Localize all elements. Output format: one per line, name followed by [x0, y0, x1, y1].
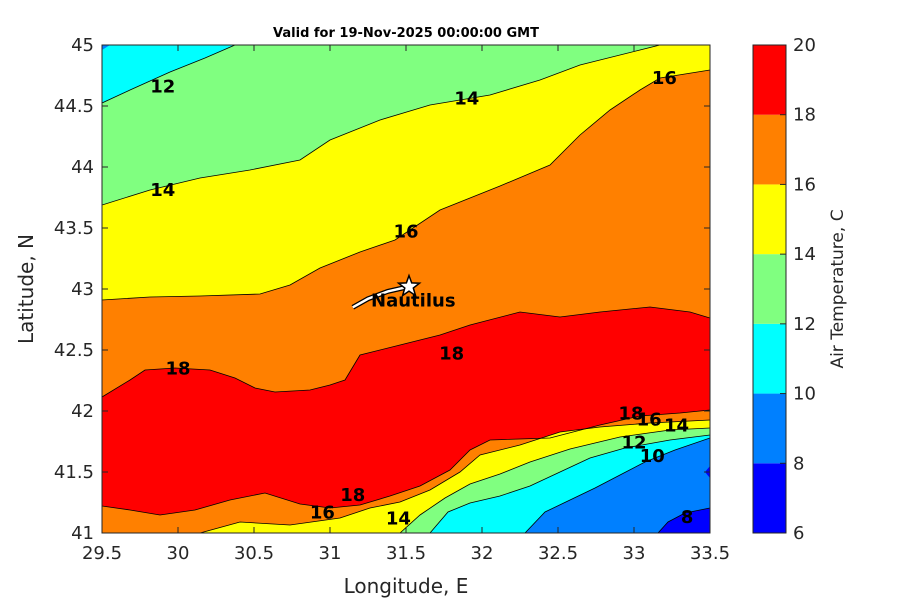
contour-label: 14 — [386, 508, 411, 529]
contour-lines — [102, 45, 710, 533]
contour-line-14 — [102, 45, 661, 206]
contour-label: 18 — [439, 344, 464, 365]
contour-label: 16 — [310, 502, 335, 523]
colorbar-ticks: 6 8 10 12 14 16 18 20 — [780, 35, 816, 544]
colorbar-tick-label: 10 — [793, 384, 816, 405]
contour-label: 18 — [618, 403, 643, 424]
x-tick-label: 31.5 — [386, 543, 426, 564]
colorbar-segment — [753, 254, 786, 324]
y-tick-label: 43.5 — [54, 218, 94, 239]
colorbar-label: Air Temperature, C — [828, 209, 848, 368]
y-tick-label: 41 — [71, 523, 94, 544]
colorbar-tick-label: 6 — [793, 523, 804, 544]
contour-label: 10 — [640, 446, 665, 467]
contour-label: 12 — [150, 76, 175, 97]
region-8-10-topcorner — [102, 45, 110, 50]
contour-line-8-lower — [657, 507, 710, 533]
y-tick-label: 44 — [71, 157, 94, 178]
colorbar-tick-label: 20 — [793, 35, 816, 56]
ship-track — [352, 285, 410, 309]
x-tick-label: 33 — [623, 543, 646, 564]
contour-line-14-lower — [399, 427, 710, 533]
region-10-12 — [102, 45, 235, 103]
x-tick-label: 30.5 — [234, 543, 274, 564]
contour-label: 18 — [165, 358, 190, 379]
x-tick-label: 31 — [319, 543, 342, 564]
contour-label: 14 — [150, 180, 175, 201]
colorbar-segment — [753, 184, 786, 255]
y-axis-ticks: 41 41.5 42 42.5 43 43.5 44 44.5 45 — [54, 35, 710, 544]
x-tick-label: 32.5 — [538, 543, 578, 564]
contour-line-12 — [102, 45, 236, 104]
colorbar-tick-label: 16 — [793, 174, 816, 195]
x-axis-label: Longitude, E — [344, 574, 469, 598]
contour-fill-regions — [102, 45, 710, 533]
y-tick-label: 44.5 — [54, 96, 94, 117]
x-axis-ticks: 29.5 30 30.5 31 31.5 32 32.5 33 33.5 — [82, 45, 730, 564]
contour-label: 16 — [652, 68, 677, 89]
x-tick-label: 30 — [167, 543, 190, 564]
contour-line-18-upper — [102, 306, 710, 398]
nautilus-star-icon — [396, 273, 422, 298]
colorbar-frame — [752, 44, 787, 534]
contour-line-16 — [102, 69, 710, 301]
chart-title: Valid for 19-Nov-2025 00:00:00 GMT — [273, 26, 539, 41]
colorbar-segment — [753, 45, 786, 115]
contour-label: 16 — [637, 410, 662, 431]
x-tick-label: 29.5 — [82, 543, 122, 564]
contour-label: 18 — [340, 485, 365, 506]
x-tick-label: 33.5 — [690, 543, 730, 564]
colorbar-segment — [753, 114, 786, 185]
y-tick-label: 41.5 — [54, 462, 94, 483]
colorbar-tick-label: 14 — [793, 244, 816, 265]
colorbar-segment — [753, 393, 786, 464]
contour-label: 16 — [393, 222, 418, 243]
x-tick-label: 32 — [471, 543, 494, 564]
region-8-10-lower — [525, 438, 710, 533]
colorbar-tick-label: 8 — [793, 453, 804, 474]
y-tick-label: 42 — [71, 401, 94, 422]
ship-track-layer: Nautilus — [351, 273, 456, 312]
contour-line-18-lower — [102, 409, 710, 516]
contour-line-16-lower — [199, 419, 710, 533]
marker-label: Nautilus — [371, 291, 456, 312]
y-tick-label: 45 — [71, 35, 94, 56]
y-tick-label: 42.5 — [54, 340, 94, 361]
contour-label: 14 — [454, 89, 479, 110]
colorbar-segment — [753, 463, 786, 533]
region-18-20 — [102, 307, 710, 515]
y-tick-label: 43 — [71, 279, 94, 300]
contour-line-10-lower — [524, 437, 710, 533]
y-axis-label: Latitude, N — [14, 234, 38, 344]
contour-label: 14 — [664, 416, 689, 437]
colorbar — [753, 45, 786, 533]
colorbar-tick-label: 18 — [793, 105, 816, 126]
contour-label: 12 — [621, 433, 646, 454]
contour-line-12-lower — [429, 434, 710, 533]
colorbar-segment — [753, 323, 786, 394]
contour-label: 8 — [681, 507, 694, 528]
region-6-8-lower — [658, 508, 710, 533]
colorbar-tick-label: 12 — [793, 314, 816, 335]
